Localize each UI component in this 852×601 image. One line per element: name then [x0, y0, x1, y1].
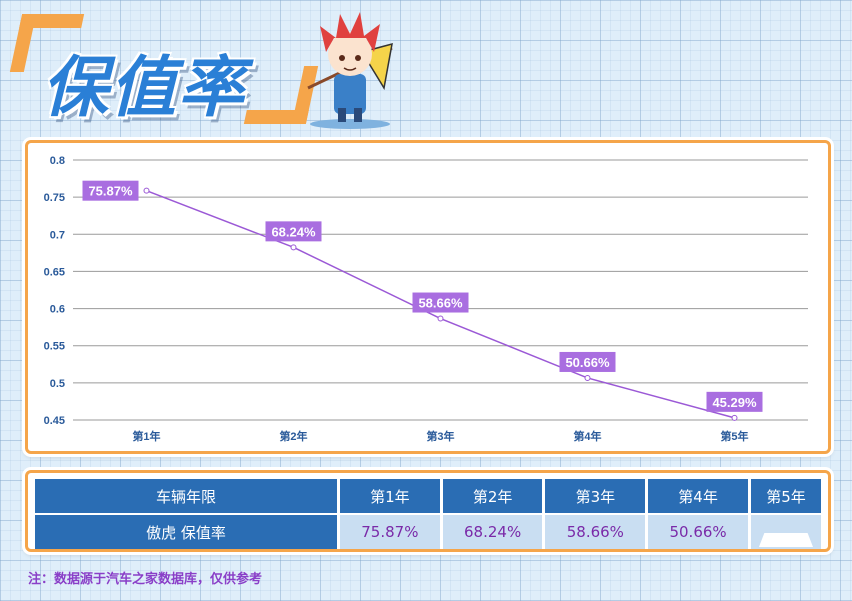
table-row: 傲虎 保值率 75.87% 68.24% 58.66% 50.66%: [35, 515, 821, 549]
page-title: 保值率: [42, 49, 246, 126]
data-point: [290, 244, 297, 251]
header-year-1: 第1年: [340, 479, 440, 513]
data-label-bg: [82, 180, 139, 201]
data-label: 45.29%: [712, 395, 757, 410]
value-year-3: 58.66%: [545, 515, 646, 549]
header-year-3: 第3年: [545, 479, 646, 513]
y-tick-label: 0.65: [44, 266, 65, 278]
header-label: 车辆年限: [35, 479, 337, 513]
y-tick-label: 0.6: [50, 304, 65, 316]
value-year-4: 50.66%: [648, 515, 748, 549]
x-tick-label: 第5年: [720, 429, 748, 443]
data-point: [437, 315, 444, 322]
value-year-5-empty: [750, 515, 821, 549]
y-tick-label: 0.45: [44, 415, 65, 427]
value-year-2: 68.24%: [442, 515, 543, 549]
data-label-bg: [412, 292, 469, 313]
y-tick-label: 0.5: [50, 378, 65, 390]
y-tick-label: 0.7: [50, 229, 65, 241]
data-label-bg: [706, 391, 763, 412]
data-label: 75.87%: [88, 184, 133, 199]
data-point: [143, 187, 150, 194]
y-tick-label: 0.8: [50, 155, 65, 167]
data-label: 50.66%: [565, 355, 610, 370]
data-label-bg: [559, 351, 616, 372]
header-year-5: 第5年: [750, 479, 821, 513]
title-banner: 保值率: [9, 6, 319, 131]
x-tick-label: 第2年: [279, 429, 307, 443]
data-point: [584, 374, 591, 381]
line-chart: 0.8 0.75 0.7 0.65 0.6 0.55 0.5 0.45 第1年 第2年 第3年 第4年…: [44, 155, 808, 443]
data-label-bg: [265, 221, 322, 242]
data-label: 58.66%: [418, 296, 463, 311]
source-note: 注：数据源于汽车之家数据库，仅供参考: [28, 572, 263, 587]
header-year-4: 第4年: [648, 479, 748, 513]
row-label: 傲虎 保值率: [35, 515, 337, 549]
y-tick-label: 0.55: [44, 341, 65, 353]
data-table-panel: 车辆年限 第1年 第2年 第3年 第4年 第5年 傲虎 保值率 75.87% 6…: [25, 470, 831, 552]
header-year-2: 第2年: [442, 479, 543, 513]
x-tick-label: 第4年: [573, 429, 601, 443]
mascot-illustration: [307, 12, 393, 129]
value-year-1: 75.87%: [340, 515, 440, 549]
y-tick-label: 0.75: [44, 192, 65, 204]
table-header-row: 车辆年限 第1年 第2年 第3年 第4年 第5年: [35, 479, 821, 513]
data-label: 68.24%: [271, 224, 316, 239]
data-point: [731, 414, 738, 421]
chart-panel: 0.8 0.75 0.7 0.65 0.6 0.55 0.5 0.45 第1年 第2年 第3年 第4年…: [25, 140, 831, 454]
retention-table: 车辆年限 第1年 第2年 第3年 第4年 第5年 傲虎 保值率 75.87% 6…: [32, 477, 824, 551]
x-tick-label: 第3年: [426, 429, 454, 443]
x-tick-label: 第1年: [132, 429, 160, 443]
